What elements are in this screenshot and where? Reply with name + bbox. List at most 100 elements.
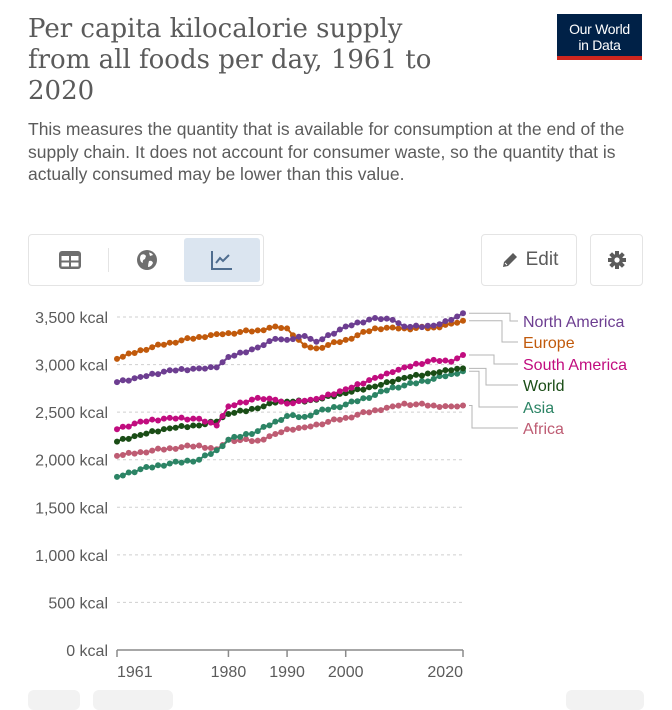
data-point — [377, 381, 384, 388]
data-point — [389, 378, 396, 385]
legend-label: South America — [523, 357, 627, 374]
data-point — [143, 463, 150, 470]
tab-chart[interactable] — [184, 238, 261, 282]
data-point — [336, 416, 343, 423]
data-point — [342, 386, 349, 393]
owid-logo[interactable]: Our World in Data — [557, 14, 642, 60]
data-point — [237, 329, 244, 336]
data-point — [225, 403, 232, 410]
data-point — [348, 384, 355, 391]
data-point — [172, 458, 179, 465]
data-point — [137, 449, 144, 456]
data-point — [243, 408, 250, 415]
data-point — [184, 442, 191, 449]
data-point — [377, 407, 384, 414]
data-point — [336, 388, 343, 395]
data-point — [289, 412, 296, 419]
footer-tab-stub[interactable] — [93, 690, 173, 710]
settings-button[interactable] — [590, 234, 643, 286]
data-point — [114, 452, 120, 459]
tab-table[interactable] — [32, 238, 108, 282]
data-point — [284, 412, 291, 419]
data-point — [172, 424, 179, 431]
data-point — [237, 433, 244, 440]
legend-label: Europe — [523, 335, 575, 352]
data-point — [442, 318, 449, 325]
data-point — [377, 316, 384, 323]
data-point — [266, 395, 273, 402]
data-point — [418, 324, 425, 331]
x-tick-label: 1990 — [269, 664, 305, 681]
data-point — [325, 332, 332, 339]
data-point — [166, 367, 173, 374]
data-point — [254, 437, 261, 444]
data-point — [395, 366, 402, 373]
data-point — [319, 406, 326, 413]
data-point — [407, 402, 414, 409]
data-point — [166, 445, 173, 452]
data-point — [418, 377, 425, 384]
data-point — [119, 472, 126, 479]
data-point — [301, 333, 308, 340]
footer-button-stub[interactable] — [566, 690, 644, 710]
data-point — [307, 412, 314, 419]
footer-tab-stub[interactable] — [28, 690, 80, 710]
data-point — [336, 326, 343, 333]
data-point — [172, 339, 179, 346]
data-point — [225, 353, 232, 360]
logo-line-2: in Data — [578, 37, 621, 53]
line-chart: 0 kcal 500 kcal 1,000 kcal 1,500 kcal 2,000 … — [35, 310, 627, 681]
data-point — [260, 436, 267, 443]
data-point — [196, 415, 203, 422]
data-point — [430, 370, 437, 377]
data-point — [237, 399, 244, 406]
data-point — [424, 402, 431, 409]
data-point — [131, 433, 138, 440]
data-point — [201, 452, 208, 459]
data-point — [401, 400, 408, 407]
data-point — [372, 374, 379, 381]
data-point — [231, 433, 238, 440]
data-point — [149, 370, 156, 377]
data-point — [237, 407, 244, 414]
data-point — [366, 377, 373, 384]
data-point — [372, 325, 379, 332]
data-point — [248, 405, 255, 412]
data-point — [248, 438, 255, 445]
x-tick-label: 2020 — [427, 664, 463, 681]
data-point — [125, 350, 132, 357]
data-point — [119, 423, 126, 430]
data-point — [442, 357, 449, 364]
data-point — [143, 373, 150, 380]
data-point — [248, 346, 255, 353]
data-point — [237, 349, 244, 356]
data-point — [272, 396, 279, 403]
data-point — [454, 370, 461, 377]
data-point — [155, 445, 162, 452]
data-point — [131, 350, 138, 357]
edit-button[interactable]: Edit — [481, 234, 577, 286]
data-point — [430, 402, 437, 409]
view-tabs — [28, 234, 264, 286]
tab-map[interactable] — [109, 238, 185, 282]
data-point — [196, 422, 203, 429]
data-point — [131, 375, 138, 382]
data-point — [354, 319, 361, 326]
data-point — [160, 426, 167, 433]
data-point — [248, 396, 255, 403]
data-point — [137, 431, 144, 438]
y-tick-label: 3,500 kcal — [35, 310, 108, 327]
data-point — [254, 405, 261, 412]
data-point — [307, 344, 314, 351]
data-point — [160, 368, 167, 375]
data-point — [401, 382, 408, 389]
data-point — [436, 403, 443, 410]
series-north-america — [114, 310, 466, 386]
data-point — [301, 413, 308, 420]
data-point — [442, 373, 449, 380]
data-point — [166, 339, 173, 346]
y-tick-label: 2,000 kcal — [35, 453, 108, 470]
data-point — [284, 336, 291, 343]
data-point — [460, 365, 466, 372]
data-point — [131, 469, 138, 476]
